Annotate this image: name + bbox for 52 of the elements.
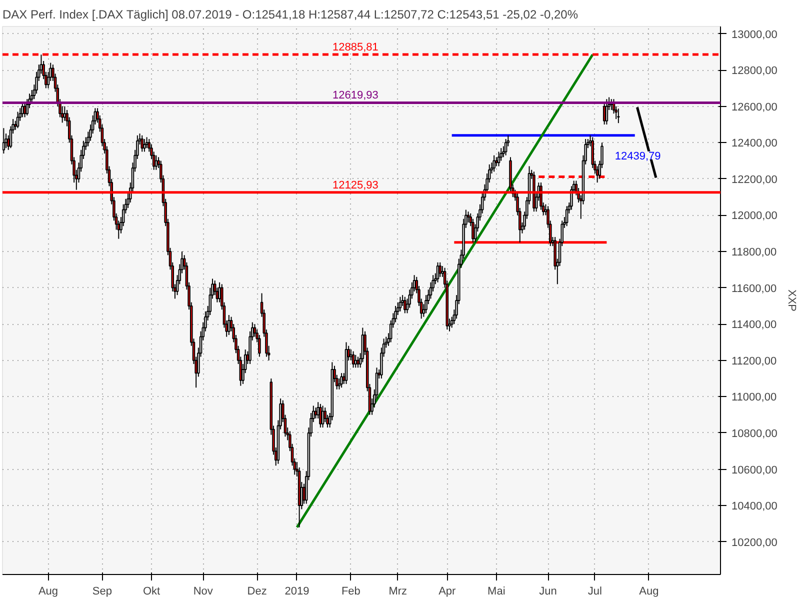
y-tick-label: 12000,00 xyxy=(732,210,778,222)
y-tick-label: 12800,00 xyxy=(732,65,778,78)
y-tick-label: 11400,00 xyxy=(732,319,777,332)
x-tick-label: Aug xyxy=(38,586,58,598)
candlestick xyxy=(319,403,322,428)
candlestick xyxy=(352,350,355,368)
candlestick xyxy=(602,102,606,125)
candlestick xyxy=(356,356,360,368)
candlestick xyxy=(21,102,24,118)
ref-line-label: 12125,93 xyxy=(332,179,378,192)
x-tick-label: Jul xyxy=(588,586,602,598)
candlestick xyxy=(23,102,26,118)
y-tick-label: 10600,00 xyxy=(732,464,778,476)
y-tick-label: 12600,00 xyxy=(732,101,778,114)
y-tick-label: 12200,00 xyxy=(732,174,778,186)
y-tick-label: 11000,00 xyxy=(732,392,777,404)
x-tick-label: Sep xyxy=(92,586,112,598)
x-tick-label: Mai xyxy=(488,586,506,598)
candlestick xyxy=(321,405,324,428)
y-tick-label: 11800,00 xyxy=(732,246,777,259)
y-tick-label: 10800,00 xyxy=(732,428,778,440)
x-tick-label: Jun xyxy=(539,586,557,598)
ref-line-label: 12619,93 xyxy=(332,90,378,102)
x-tick-label: Mrz xyxy=(388,586,408,598)
x-tick-label: Feb xyxy=(341,586,360,598)
y-tick-label: 12400,00 xyxy=(732,138,778,150)
candlestick xyxy=(16,111,20,129)
candlestick xyxy=(497,151,500,167)
x-tick-label: 2019 xyxy=(284,586,310,598)
y-tick-label: 11600,00 xyxy=(732,282,777,295)
x-tick-label: Okt xyxy=(142,586,160,598)
candlestick xyxy=(398,296,402,312)
candlestick xyxy=(617,108,620,124)
candlestick xyxy=(504,138,508,156)
series-label: 12439,79 xyxy=(614,150,661,162)
ref-line-label: 12885,81 xyxy=(332,41,378,54)
x-tick-label: Nov xyxy=(193,586,214,598)
y-axis-title: XXP xyxy=(785,289,798,312)
y-tick-label: 13000,00 xyxy=(732,28,778,41)
x-tick-label: Apr xyxy=(438,586,456,598)
candlestick xyxy=(143,138,146,152)
chart-title: DAX Perf. Index [.DAX Täglich] 08.07.2019 - O:12541,18 H:12587,44 L:12507,72 C:12543,51 -25,02 -0,20% xyxy=(2,8,578,22)
candlestick xyxy=(340,372,343,388)
candlestick xyxy=(145,136,148,149)
candlestick xyxy=(565,206,568,227)
candlestick xyxy=(605,98,608,125)
y-tick-label: 11200,00 xyxy=(732,355,777,368)
x-tick-label: Aug xyxy=(639,586,659,598)
y-tick-label: 10400,00 xyxy=(732,500,778,513)
x-tick-label: Dez xyxy=(247,586,267,598)
y-tick-label: 10200,00 xyxy=(732,536,778,549)
candlestick xyxy=(492,154,496,172)
